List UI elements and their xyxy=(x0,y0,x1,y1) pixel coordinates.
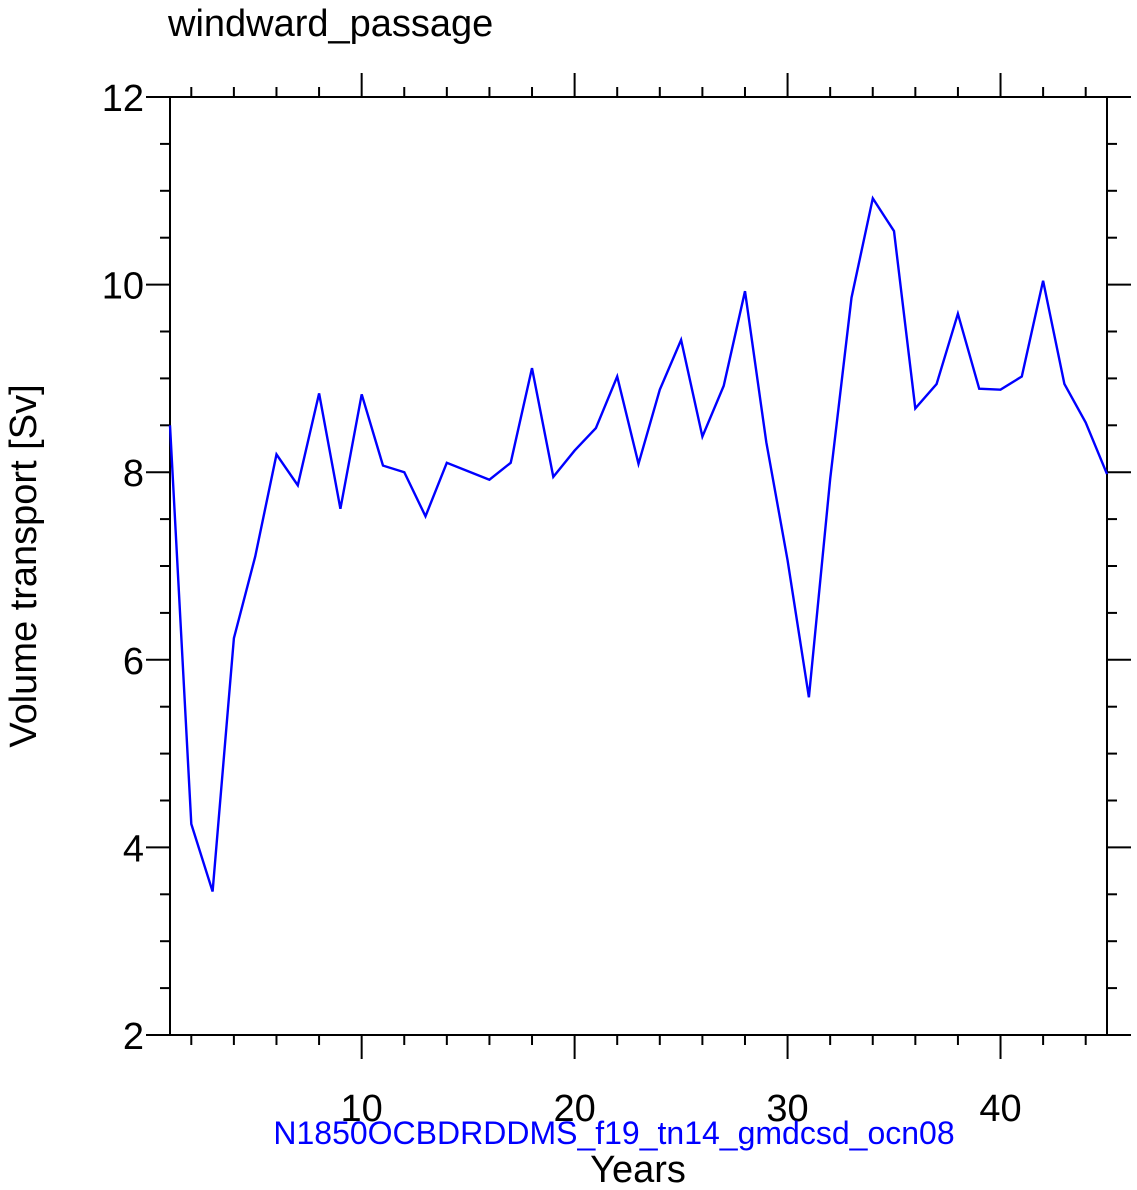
x-tick-label: 30 xyxy=(766,1088,808,1130)
y-tick-label: 12 xyxy=(102,78,144,120)
y-tick-label: 8 xyxy=(123,453,144,495)
series-layer xyxy=(168,195,1109,892)
y-axis-label: Volume transport [Sv] xyxy=(3,384,45,747)
y-tick-label: 6 xyxy=(123,641,144,683)
x-axis-ticks: 10 20 30 40 xyxy=(190,73,1087,1130)
x-axis-label: Years xyxy=(590,1149,686,1190)
chart-title: windward_passage xyxy=(167,3,493,45)
x-tick-label: 40 xyxy=(979,1088,1021,1130)
plot-frame xyxy=(169,96,1108,1036)
y-tick-label: 10 xyxy=(102,266,144,308)
x-tick-label: 20 xyxy=(553,1088,595,1130)
y-tick-label: 2 xyxy=(123,1016,144,1058)
case-name-subtitle: N1850OCBDRDDMS_f19_tn14_gmdcsd_ocn08 xyxy=(273,1115,954,1151)
x-tick-label: 10 xyxy=(341,1088,383,1130)
y-tick-label: 4 xyxy=(123,828,144,870)
series-line xyxy=(168,195,1109,892)
y-axis-ticks: 2 4 6 8 10 12 xyxy=(102,78,1131,1058)
